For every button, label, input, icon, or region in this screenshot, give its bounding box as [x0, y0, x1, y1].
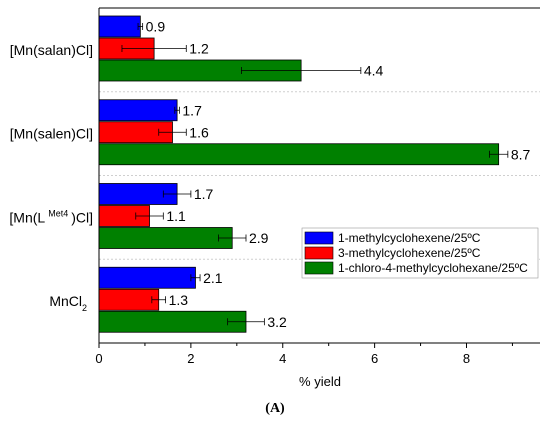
x-tick-label: 2: [187, 351, 194, 366]
data-label: 2.9: [249, 230, 269, 246]
legend-box: [301, 227, 539, 279]
labels-layer: 0.9 1.2 4.4 1.7 1.6 8.7 1.7 1.1 2.9 2.1 1.3 3.2 0 2 4 6…: [9, 19, 530, 367]
bar: [98, 266, 196, 289]
bar: [98, 288, 160, 311]
bar: [98, 310, 247, 333]
x-tick-label: 6: [371, 351, 378, 366]
category-label: [Mn(salen)Cl]: [10, 126, 93, 142]
x-tick-label: 0: [95, 351, 102, 366]
data-label: 1.2: [189, 41, 209, 57]
data-label: 1.7: [182, 102, 202, 118]
data-label: 1.6: [189, 124, 209, 140]
legend-label: 3-methylcyclohexene/25ºC: [338, 246, 481, 260]
data-label: 3.2: [267, 314, 287, 330]
legend: 1-methylcyclohexene/25ºC3-methylcyclohex…: [301, 227, 539, 279]
category-label: [Mn(L Met4)Cl]: [9, 208, 93, 225]
bar: [98, 143, 500, 166]
x-tick-label: 4: [279, 351, 286, 366]
data-label: 0.9: [146, 19, 166, 35]
data-label: 4.4: [364, 63, 384, 79]
legend-label: 1-chloro-4-methylcyclohexane/25ºC: [338, 261, 528, 275]
x-axis-label: % yield: [299, 374, 341, 389]
x-tick-label: 8: [463, 351, 470, 366]
bars-layer: [98, 15, 509, 333]
figure-caption: (A): [265, 401, 285, 416]
axes-layer: [98, 7, 540, 348]
legend-swatch: [304, 261, 334, 275]
bar: [98, 15, 141, 38]
legend-swatch: [304, 231, 334, 245]
data-label: 8.7: [511, 146, 531, 162]
category-label: [Mn(salan)Cl]: [10, 42, 93, 58]
data-label: 2.1: [203, 270, 223, 286]
data-label: 1.3: [169, 292, 189, 308]
bar: [98, 227, 233, 249]
bar: [98, 99, 178, 122]
data-label: 1.1: [166, 208, 186, 224]
category-label: MnCl2: [49, 293, 87, 313]
legend-label: 1-methylcyclohexene/25ºC: [338, 231, 481, 245]
legend-swatch: [304, 246, 334, 260]
data-label: 1.7: [194, 186, 214, 202]
